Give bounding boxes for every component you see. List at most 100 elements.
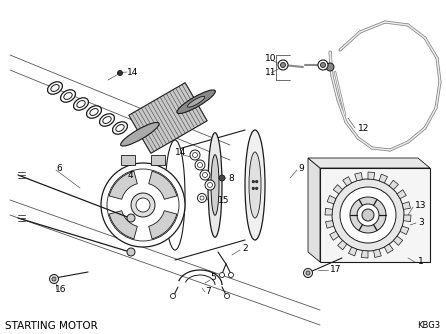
- Circle shape: [318, 60, 328, 70]
- Circle shape: [131, 193, 155, 217]
- Polygon shape: [397, 190, 406, 199]
- Polygon shape: [402, 202, 410, 209]
- Text: 3: 3: [418, 217, 424, 226]
- Polygon shape: [384, 244, 393, 253]
- Circle shape: [256, 180, 258, 183]
- Polygon shape: [379, 174, 388, 183]
- Circle shape: [200, 170, 210, 180]
- Ellipse shape: [51, 85, 59, 92]
- Polygon shape: [374, 249, 381, 258]
- Circle shape: [170, 294, 175, 299]
- Ellipse shape: [211, 155, 219, 215]
- Circle shape: [326, 63, 334, 71]
- Wedge shape: [109, 211, 137, 239]
- Polygon shape: [393, 236, 403, 245]
- Circle shape: [107, 169, 179, 241]
- Text: 12: 12: [358, 124, 369, 133]
- Ellipse shape: [103, 117, 111, 124]
- Text: 15: 15: [218, 195, 230, 204]
- Circle shape: [219, 273, 224, 278]
- Circle shape: [117, 70, 123, 75]
- Ellipse shape: [77, 101, 85, 108]
- Ellipse shape: [187, 96, 205, 107]
- Ellipse shape: [61, 90, 75, 102]
- Circle shape: [350, 197, 386, 233]
- Ellipse shape: [48, 82, 62, 94]
- Circle shape: [252, 180, 255, 183]
- Text: 1: 1: [418, 258, 424, 267]
- Ellipse shape: [245, 130, 265, 240]
- Polygon shape: [129, 83, 207, 153]
- Circle shape: [195, 160, 205, 170]
- Text: 5: 5: [210, 274, 216, 283]
- Ellipse shape: [74, 98, 88, 110]
- Circle shape: [200, 196, 204, 200]
- Text: 2: 2: [242, 243, 248, 253]
- Circle shape: [202, 172, 207, 177]
- Ellipse shape: [208, 133, 222, 237]
- Ellipse shape: [87, 106, 101, 118]
- Polygon shape: [121, 155, 135, 165]
- Circle shape: [303, 269, 313, 278]
- Text: 6: 6: [56, 164, 62, 172]
- Circle shape: [224, 294, 230, 299]
- Circle shape: [252, 187, 255, 190]
- Text: 13: 13: [415, 200, 426, 209]
- Circle shape: [228, 273, 234, 278]
- Polygon shape: [326, 221, 334, 228]
- Polygon shape: [325, 208, 332, 215]
- Polygon shape: [368, 172, 375, 179]
- Text: 17: 17: [330, 266, 342, 275]
- Polygon shape: [320, 168, 430, 262]
- Circle shape: [193, 153, 198, 158]
- Text: 10: 10: [265, 53, 277, 62]
- Circle shape: [207, 182, 212, 187]
- Circle shape: [205, 180, 215, 190]
- Circle shape: [219, 175, 225, 181]
- Polygon shape: [404, 215, 411, 222]
- Polygon shape: [308, 158, 430, 168]
- Circle shape: [127, 248, 135, 256]
- Text: 14: 14: [127, 67, 138, 76]
- Wedge shape: [149, 171, 177, 199]
- Circle shape: [190, 150, 200, 160]
- Text: 16: 16: [55, 286, 66, 295]
- Circle shape: [340, 187, 396, 243]
- Circle shape: [321, 62, 326, 67]
- Ellipse shape: [165, 140, 185, 250]
- Text: 11: 11: [265, 67, 277, 76]
- Text: STARTING MOTOR: STARTING MOTOR: [5, 321, 98, 331]
- Wedge shape: [109, 171, 137, 199]
- Circle shape: [278, 60, 288, 70]
- Text: 7: 7: [205, 288, 211, 297]
- Ellipse shape: [120, 123, 159, 146]
- Circle shape: [198, 193, 206, 202]
- Ellipse shape: [99, 114, 115, 126]
- Circle shape: [357, 204, 379, 226]
- Polygon shape: [338, 240, 347, 250]
- Polygon shape: [348, 247, 357, 256]
- Text: 4: 4: [128, 170, 134, 179]
- Circle shape: [256, 187, 258, 190]
- Polygon shape: [361, 250, 368, 258]
- Circle shape: [52, 277, 56, 281]
- Circle shape: [362, 209, 374, 221]
- Polygon shape: [355, 173, 362, 181]
- Circle shape: [50, 275, 58, 284]
- Ellipse shape: [64, 93, 72, 100]
- Ellipse shape: [112, 122, 128, 134]
- Text: 8: 8: [228, 173, 234, 182]
- Ellipse shape: [177, 90, 215, 114]
- Circle shape: [127, 214, 135, 222]
- Circle shape: [332, 179, 404, 251]
- Circle shape: [281, 62, 285, 67]
- Text: KBG3: KBG3: [417, 322, 440, 331]
- Polygon shape: [343, 177, 351, 186]
- Polygon shape: [333, 185, 343, 194]
- Polygon shape: [389, 180, 398, 189]
- Ellipse shape: [90, 109, 98, 116]
- Circle shape: [101, 163, 185, 247]
- Ellipse shape: [249, 152, 261, 218]
- Polygon shape: [330, 231, 339, 240]
- Polygon shape: [327, 195, 336, 204]
